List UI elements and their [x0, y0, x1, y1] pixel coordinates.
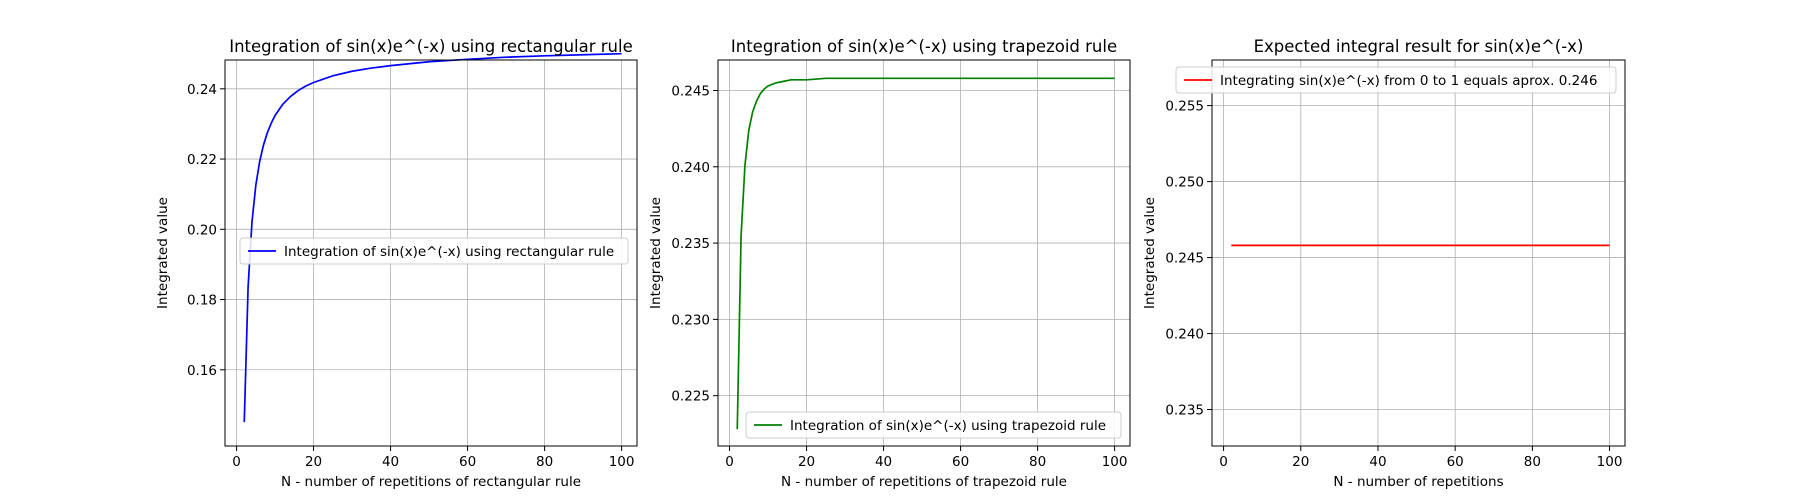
- y-tick-label: 0.235: [671, 236, 710, 252]
- y-tick-label: 0.235: [1165, 403, 1204, 419]
- x-tick-label: 20: [1292, 454, 1309, 470]
- y-axis-label: Integrated value: [155, 197, 171, 309]
- x-tick-label: 20: [798, 454, 815, 470]
- plot-frame: [1211, 59, 1626, 447]
- x-axis-label: N - number of repetitions: [1333, 474, 1503, 490]
- x-tick-label: 40: [875, 454, 892, 470]
- y-tick-label: 0.20: [187, 222, 217, 238]
- y-tick-label: 0.24: [187, 82, 217, 98]
- series-line: [243, 52, 622, 423]
- legend-box: [239, 237, 629, 265]
- y-tick-label: 0.240: [1165, 327, 1204, 343]
- series-line: [736, 77, 1115, 430]
- y-tick-label: 0.18: [187, 293, 217, 309]
- x-tick-label: 0: [232, 454, 241, 470]
- chart-title: Expected integral result for sin(x)e^(-x…: [1254, 37, 1584, 56]
- y-tick-label: 0.230: [671, 312, 710, 328]
- y-tick-label: 0.225: [671, 389, 710, 405]
- y-tick-label: 0.16: [187, 363, 217, 379]
- plot-frame: [224, 59, 638, 447]
- legend-box: [745, 411, 1122, 439]
- x-tick-label: 40: [382, 454, 399, 470]
- legend-entry: Integration of sin(x)e^(-x) using trapez…: [790, 418, 1106, 434]
- x-tick-label: 80: [536, 454, 553, 470]
- x-tick-label: 0: [1219, 454, 1228, 470]
- x-axis-label: N - number of repetitions of rectangular…: [281, 474, 581, 490]
- y-tick-label: 0.22: [187, 152, 217, 168]
- x-tick-label: 0: [725, 454, 734, 470]
- x-tick-label: 40: [1369, 454, 1386, 470]
- y-axis-label: Integrated value: [1142, 197, 1158, 309]
- x-tick-label: 80: [1524, 454, 1541, 470]
- x-tick-label: 60: [952, 454, 969, 470]
- plot-frame: [717, 59, 1131, 447]
- x-tick-label: 20: [305, 454, 322, 470]
- legend-entry: Integration of sin(x)e^(-x) using rectan…: [284, 244, 614, 260]
- y-tick-label: 0.255: [1165, 99, 1204, 115]
- y-tick-label: 0.245: [1165, 251, 1204, 267]
- legend: Integration of sin(x)e^(-x) using rectan…: [239, 237, 629, 265]
- y-tick-label: 0.245: [671, 84, 710, 100]
- x-axis-label: N - number of repetitions of trapezoid r…: [781, 474, 1067, 490]
- y-axis-label: Integrated value: [648, 197, 664, 309]
- legend-box: [1175, 66, 1617, 94]
- legend: Integrating sin(x)e^(-x) from 0 to 1 equ…: [1175, 66, 1617, 94]
- legend: Integration of sin(x)e^(-x) using trapez…: [745, 411, 1122, 439]
- chart-title: Integration of sin(x)e^(-x) using trapez…: [731, 37, 1117, 56]
- x-tick-label: 60: [459, 454, 476, 470]
- x-tick-label: 100: [1597, 454, 1623, 470]
- chart-panel-1: 0 20 40 60 80 100 0.16 0.18 0.20 0.22 0.24 Integrat…: [155, 37, 638, 490]
- legend-entry: Integrating sin(x)e^(-x) from 0 to 1 equ…: [1220, 73, 1597, 89]
- y-tick-label: 0.240: [671, 160, 710, 176]
- chart-panel-3: 0 20 40 60 80 100 0.235 0.240 0.245 0.250 0.255 Exp…: [1142, 37, 1626, 490]
- x-tick-label: 60: [1447, 454, 1464, 470]
- x-tick-label: 100: [1102, 454, 1128, 470]
- x-tick-label: 80: [1029, 454, 1046, 470]
- x-tick-label: 100: [609, 454, 635, 470]
- chart-panel-2: 0 20 40 60 80 100 0.225 0.230 0.235 0.240 0.245 Int…: [648, 37, 1131, 490]
- chart-title: Integration of sin(x)e^(-x) using rectan…: [229, 37, 633, 56]
- y-tick-label: 0.250: [1165, 175, 1204, 191]
